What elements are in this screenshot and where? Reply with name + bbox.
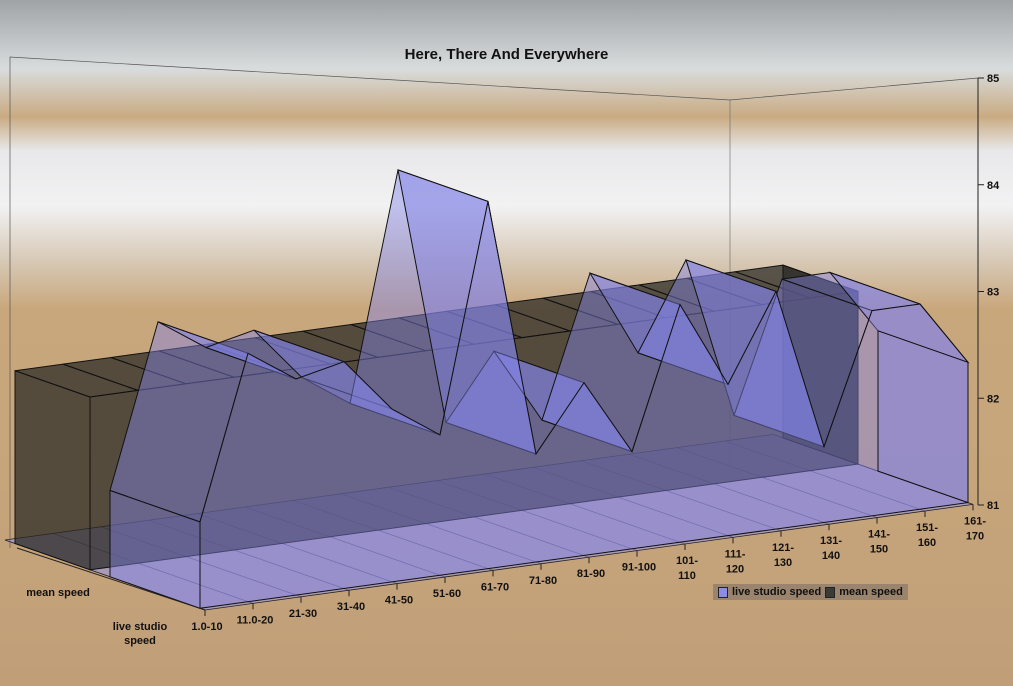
y-tick-label: 85	[987, 73, 999, 85]
x-tick-label: 111-	[725, 548, 746, 560]
y-tick-label: 83	[987, 287, 999, 299]
legend-label-mean: mean speed	[839, 586, 903, 598]
legend-swatch-live	[718, 586, 728, 598]
y-tick-label: 81	[987, 500, 999, 512]
x-tick-label: 120	[726, 563, 744, 575]
x-tick-label: 41-50	[385, 595, 413, 607]
series-axis-label: speed	[124, 635, 156, 647]
x-tick-label: 170	[966, 530, 984, 542]
x-tick-label: 31-40	[337, 601, 365, 613]
y-tick-label: 84	[987, 180, 1000, 192]
x-tick-label: 160	[918, 537, 936, 549]
x-tick-label: 81-90	[577, 568, 605, 580]
x-tick-label: 161-	[964, 515, 986, 527]
x-tick-label: 121-	[772, 542, 794, 554]
back-wall-edge	[9, 56, 979, 548]
series-end-face	[14, 369, 91, 571]
series-axis	[16, 547, 206, 611]
x-tick-label: 101-	[676, 555, 698, 567]
x-tick-label: 21-30	[289, 608, 317, 620]
x-tick-label: 140	[822, 550, 840, 562]
x-tick-label: 151-	[916, 522, 938, 534]
legend-label-live: live studio speed	[732, 586, 822, 598]
x-tick-label: 91-100	[622, 562, 656, 574]
legend-swatch-mean	[825, 586, 836, 598]
x-tick-label: 11.0-20	[237, 614, 274, 626]
x-tick-label: 51-60	[433, 588, 461, 600]
legend: live studio speed mean speed	[713, 584, 908, 600]
x-tick-label: 71-80	[529, 575, 557, 587]
x-tick-label: 131-	[820, 535, 842, 547]
x-tick-label: 1.0-10	[191, 621, 222, 633]
series-right-face	[877, 330, 969, 504]
x-tick-label: 110	[678, 570, 696, 582]
x-tick-label: 141-	[868, 529, 890, 541]
x-tick-label: 61-70	[481, 581, 509, 593]
y-tick-label: 82	[987, 393, 999, 405]
chart-title: Here, There And Everywhere	[404, 46, 609, 63]
x-tick-label: 150	[870, 544, 888, 556]
x-tick-label: 130	[774, 557, 792, 569]
series-axis-label: mean speed	[26, 587, 90, 599]
series-front-face	[199, 201, 969, 609]
series-axis-label: live studio	[113, 621, 168, 633]
